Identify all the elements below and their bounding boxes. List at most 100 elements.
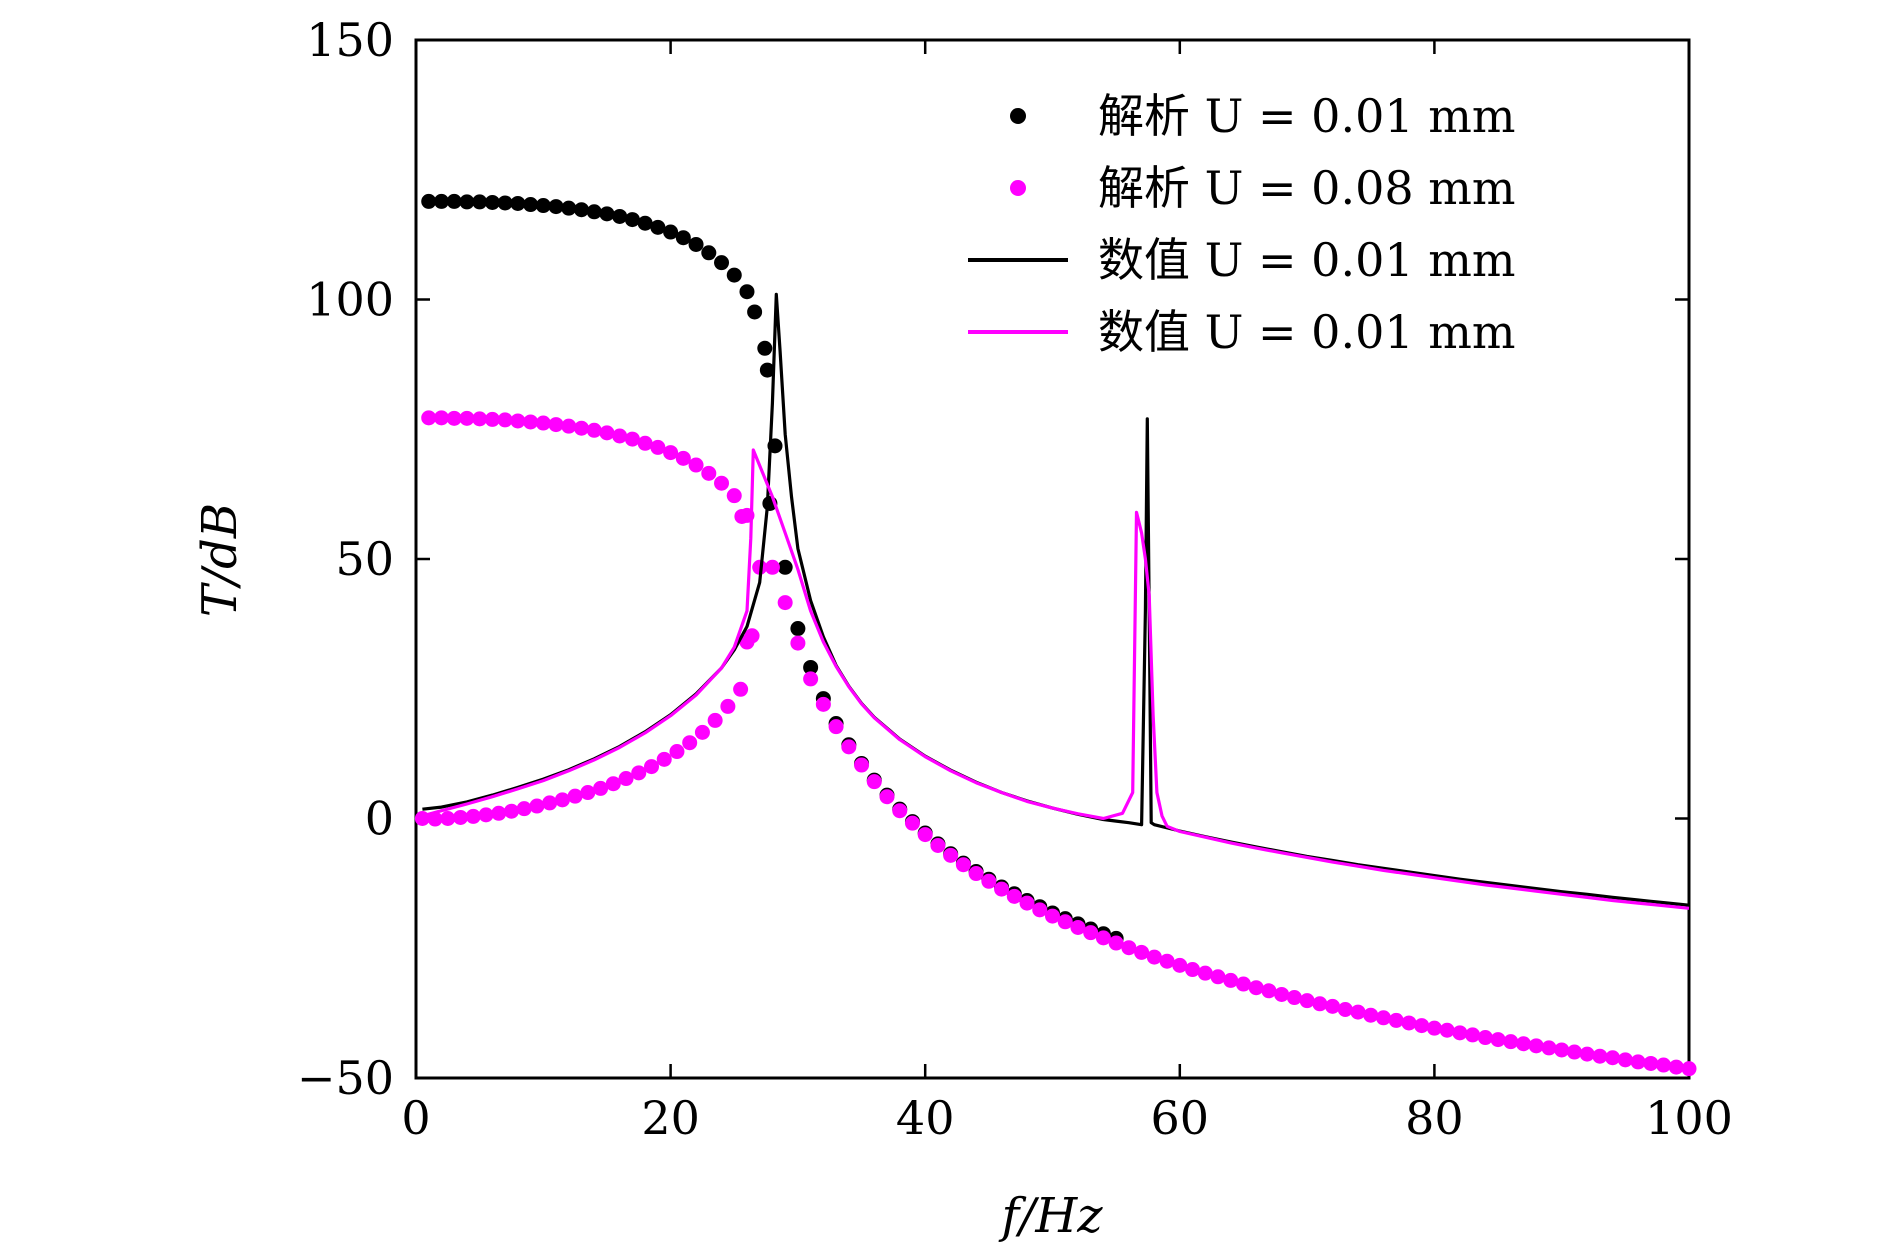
data-point: [714, 255, 730, 271]
data-point: [1337, 1001, 1353, 1017]
data-point: [1274, 986, 1290, 1002]
data-point: [618, 771, 634, 787]
data-point: [484, 411, 500, 427]
data-point: [421, 410, 437, 426]
data-point: [707, 712, 723, 728]
data-point: [777, 559, 793, 575]
data-point: [1057, 914, 1073, 930]
data-point: [1414, 1018, 1430, 1034]
data-point: [427, 811, 443, 827]
data-point: [790, 621, 806, 637]
data-point: [637, 435, 653, 451]
data-point: [759, 362, 775, 378]
data-point: [1528, 1038, 1544, 1054]
data-point: [688, 236, 704, 252]
data-point: [981, 873, 997, 889]
data-point: [478, 807, 494, 823]
data-point: [497, 195, 513, 211]
data-point: [1579, 1046, 1595, 1062]
data-point: [440, 811, 456, 826]
data-point: [968, 866, 984, 882]
x-tick-label: 60: [1151, 1091, 1210, 1145]
data-point: [1108, 935, 1124, 951]
data-point: [733, 681, 749, 697]
data-point: [523, 197, 539, 213]
data-point: [1261, 983, 1277, 999]
axis-ticks: [414, 38, 1691, 1080]
data-point: [1465, 1027, 1481, 1043]
y-tick-label: 100: [306, 273, 394, 327]
data-point: [573, 202, 589, 218]
data-point: [841, 739, 857, 755]
data-point: [535, 198, 551, 214]
data-point: [1235, 976, 1251, 992]
data-point: [586, 422, 602, 438]
legend-item: 解析 U = 0.01 mm: [1010, 89, 1515, 143]
data-point: [624, 431, 640, 447]
data-point: [599, 206, 615, 222]
data-point: [497, 412, 513, 428]
legend: 解析 U = 0.01 mm 解析 U = 0.08 mm 数值 U = 0.01 …: [968, 89, 1515, 359]
legend-label: 解析 U = 0.01 mm: [1098, 89, 1515, 143]
data-point: [433, 410, 449, 426]
data-point: [1146, 949, 1162, 965]
data-point: [701, 245, 717, 261]
data-point: [777, 595, 793, 611]
data-point: [1541, 1040, 1557, 1056]
data-point: [1159, 953, 1175, 969]
x-tick-label: 0: [401, 1091, 430, 1145]
data-point: [465, 808, 481, 824]
data-point: [459, 410, 475, 426]
y-tick-label: 50: [335, 532, 394, 586]
data-point: [1605, 1050, 1621, 1066]
data-point: [605, 776, 621, 792]
data-point: [714, 475, 730, 491]
data-point: [943, 847, 959, 863]
series-layer: [414, 193, 1697, 1077]
data-point: [503, 803, 519, 819]
data-point: [1490, 1032, 1506, 1048]
data-point: [701, 465, 717, 481]
data-point: [650, 439, 666, 455]
data-point: [688, 457, 704, 473]
data-point: [561, 418, 577, 434]
y-tick-labels: −50 0 50 100 150: [297, 13, 394, 1105]
data-point: [1630, 1054, 1646, 1070]
data-point: [757, 340, 773, 356]
data-point: [561, 200, 577, 216]
y-tick-label: 0: [365, 792, 394, 846]
series-line: [421, 448, 1690, 910]
data-point: [548, 417, 564, 433]
data-point: [599, 425, 615, 441]
data-point: [1210, 969, 1226, 985]
data-point: [472, 194, 488, 210]
data-point: [866, 774, 882, 790]
legend-marker: [1010, 180, 1026, 196]
data-point: [1375, 1010, 1391, 1026]
legend-item: 数值 U = 0.01 mm: [968, 305, 1515, 359]
data-point: [1032, 902, 1048, 918]
data-point: [573, 420, 589, 436]
data-point: [828, 719, 844, 735]
data-point: [446, 410, 462, 426]
x-tick-label: 100: [1645, 1091, 1733, 1145]
data-point: [917, 827, 933, 843]
series-1: [414, 410, 1697, 1077]
data-point: [669, 744, 685, 760]
data-point: [593, 780, 609, 796]
data-point: [510, 195, 526, 211]
data-point: [1083, 925, 1099, 941]
data-point: [1388, 1012, 1404, 1028]
data-point: [650, 219, 666, 235]
y-axis-label: T/dB: [192, 503, 248, 617]
data-point: [694, 724, 710, 740]
data-point: [624, 212, 640, 228]
data-point: [1592, 1048, 1608, 1064]
data-point: [1643, 1055, 1659, 1071]
data-point: [1668, 1059, 1684, 1075]
data-point: [1185, 962, 1201, 978]
data-point: [955, 857, 971, 873]
data-point: [523, 414, 539, 430]
y-tick-label: −50: [297, 1051, 394, 1105]
